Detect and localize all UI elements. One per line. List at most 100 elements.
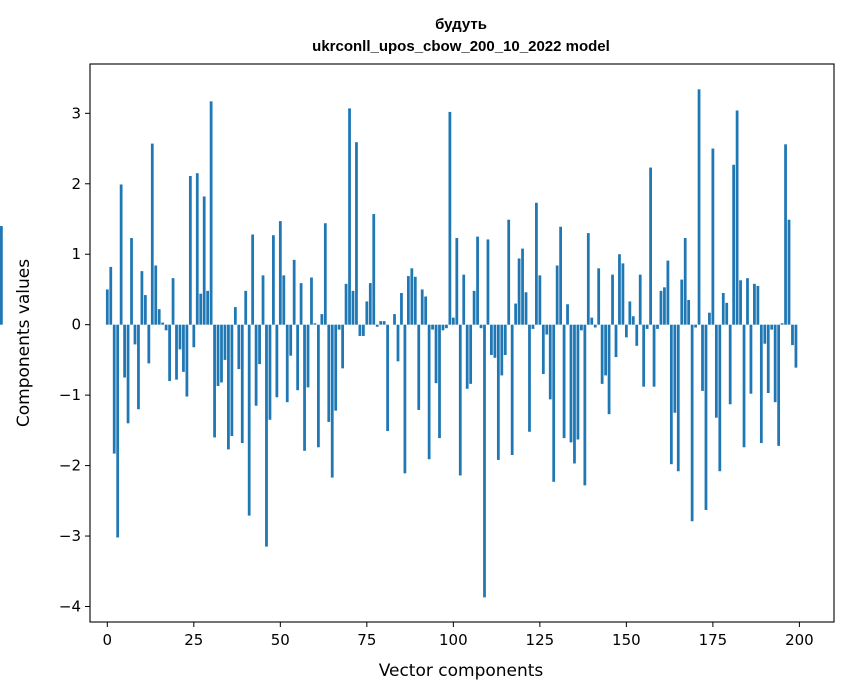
bar [528,324,531,432]
bar [479,324,483,329]
bar [206,290,210,325]
bar [510,324,514,456]
bar [483,324,486,598]
bar [704,324,708,510]
bar [368,283,372,325]
bar [275,324,279,398]
bar [663,287,666,325]
bar [746,278,749,325]
bar [580,324,583,331]
bar [164,324,168,331]
bar [396,324,400,362]
bar [476,236,479,325]
bar [344,283,348,325]
bar [410,268,414,325]
bar [268,324,272,420]
bar [721,292,725,325]
bar [375,324,379,327]
bar [292,259,296,325]
bar [697,89,701,325]
bar [631,316,635,325]
bar [728,324,732,405]
bar [659,290,663,325]
bar [431,324,434,330]
x-tick-label: 50 [271,631,290,649]
bar [490,324,493,355]
bar [714,324,718,418]
bar [784,144,787,325]
bar [472,290,476,325]
bar [393,314,396,325]
bar [272,235,275,325]
bar [327,324,331,422]
bar [341,324,344,369]
y-axis-ticks: 3 2 1 0 −1 −2 −3 −4 [59,104,90,616]
bar [178,324,182,350]
bar [462,274,466,325]
bar [753,283,756,325]
bar [306,324,310,388]
bar [417,324,421,410]
bar [701,324,704,391]
bar [749,324,753,394]
bar [355,142,358,325]
bar [524,292,528,325]
bar [621,263,625,325]
bar [289,324,293,356]
bar [140,271,144,325]
bar [618,254,621,325]
bar [317,324,320,448]
bar [161,322,165,325]
bar [766,324,770,394]
bar [496,324,500,460]
bar [313,323,317,325]
bar [361,324,365,336]
bar [209,101,213,325]
bar [261,275,265,325]
bar [791,324,794,346]
bar [137,324,140,410]
bar [251,234,255,325]
bar [386,324,389,432]
bar [182,324,185,372]
bar [365,301,369,325]
bar [247,324,251,516]
x-tick-label: 25 [184,631,203,649]
x-tick-label: 150 [612,631,641,649]
bar [154,265,158,325]
bar [168,324,171,382]
bar [358,324,362,336]
bar [469,324,473,384]
bar [112,324,116,454]
bar [666,260,670,325]
bar [379,321,383,325]
bar [126,324,130,424]
bar [119,184,123,325]
bar [559,226,563,325]
bar [652,324,656,387]
bar [116,324,120,538]
bar [669,324,673,465]
bar [507,219,511,325]
bar [185,324,189,397]
bar [503,324,507,355]
bar [500,324,504,376]
bar [576,324,580,440]
bar [465,324,469,389]
bar [780,323,784,325]
bar [735,110,739,325]
bar [278,221,282,325]
x-tick-label: 175 [699,631,728,649]
bar [299,283,303,325]
bar [732,164,736,325]
bar [611,274,614,325]
bar [517,258,521,325]
bar [541,324,545,374]
bar [348,108,351,325]
y-tick-label: 3 [71,104,81,122]
bar [0,226,3,325]
bar [642,324,646,387]
bar [680,279,684,325]
bar [413,276,417,325]
bar [638,274,642,325]
